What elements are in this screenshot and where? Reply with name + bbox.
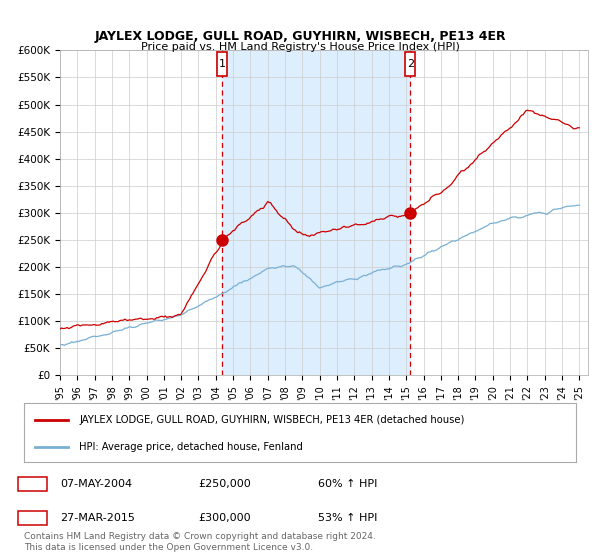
Bar [222,50,410,375]
Text: 60% ↑ HPI: 60% ↑ HPI [318,479,377,489]
Text: HPI: Average price, detached house, Fenland: HPI: Average price, detached house, Fenl… [79,442,303,452]
Text: 53% ↑ HPI: 53% ↑ HPI [318,513,377,523]
Text: 1: 1 [218,59,226,69]
Text: £250,000: £250,000 [198,479,251,489]
Text: £300,000: £300,000 [198,513,251,523]
Text: 27-MAR-2015: 27-MAR-2015 [60,513,135,523]
Text: 1: 1 [29,479,36,489]
Text: JAYLEX LODGE, GULL ROAD, GUYHIRN, WISBECH, PE13 4ER: JAYLEX LODGE, GULL ROAD, GUYHIRN, WISBEC… [94,30,506,43]
Text: 07-MAY-2004: 07-MAY-2004 [60,479,132,489]
Text: Contains HM Land Registry data © Crown copyright and database right 2024.
This d: Contains HM Land Registry data © Crown c… [24,532,376,552]
Bar [217,52,227,76]
Text: JAYLEX LODGE, GULL ROAD, GUYHIRN, WISBECH, PE13 4ER (detached house): JAYLEX LODGE, GULL ROAD, GUYHIRN, WISBEC… [79,414,464,424]
Text: 2: 2 [29,513,36,523]
Text: 2: 2 [407,59,414,69]
Text: Price paid vs. HM Land Registry's House Price Index (HPI): Price paid vs. HM Land Registry's House … [140,42,460,52]
Bar [406,52,415,76]
